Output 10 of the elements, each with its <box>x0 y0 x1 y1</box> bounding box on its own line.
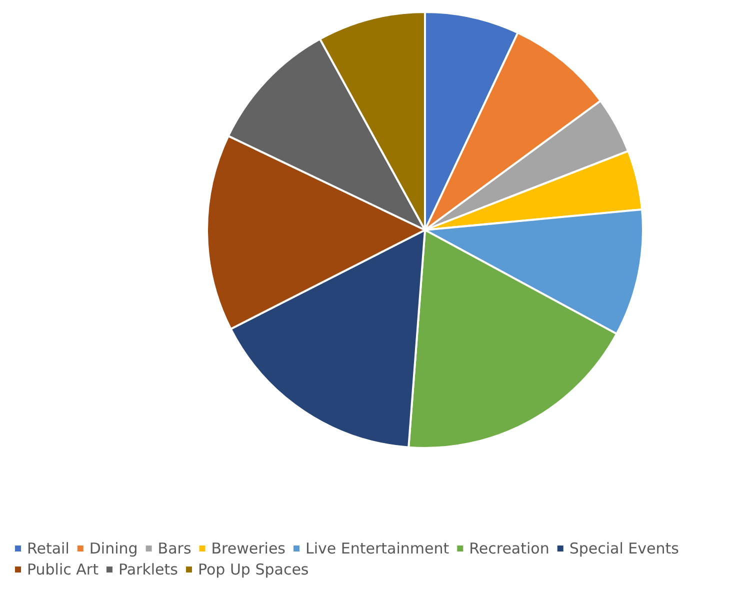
legend-label: Bars <box>158 540 192 558</box>
legend-label: Breweries <box>211 540 286 558</box>
legend-label: Pop Up Spaces <box>198 560 309 578</box>
legend-label: Live Entertainment <box>306 540 450 558</box>
legend-label: Dining <box>89 540 138 558</box>
legend-label: Public Art <box>27 560 99 578</box>
legend-label: Recreation <box>469 540 550 558</box>
legend-label: Parklets <box>118 560 178 578</box>
legend-label: Retail <box>27 540 70 558</box>
legend-label: Special Events <box>569 540 680 558</box>
